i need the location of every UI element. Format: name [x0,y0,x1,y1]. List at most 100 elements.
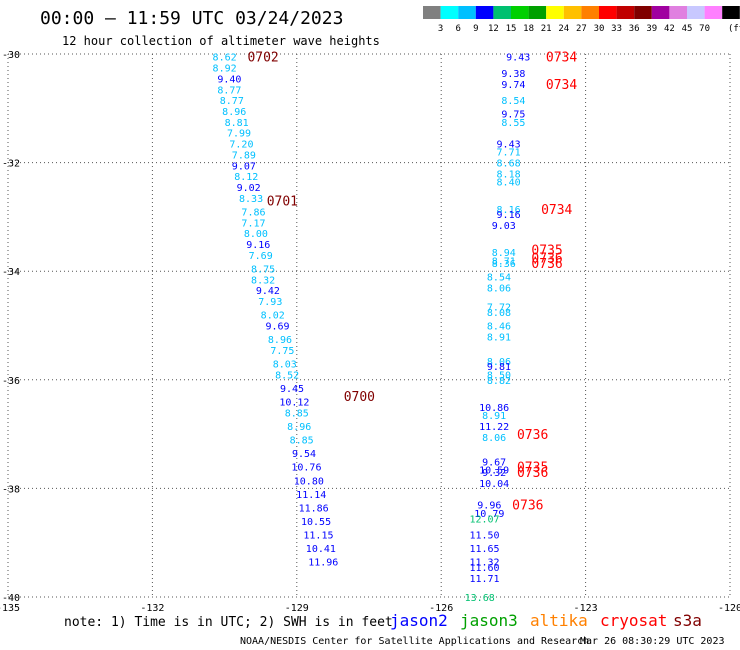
overpass-time-label: 0736 [512,499,543,514]
longitude-tick-label: -120 [718,603,740,614]
wave-height-value: 8.54 [487,273,511,284]
wave-height-value: 11.65 [469,544,499,555]
latitude-tick-label: -34 [2,267,20,278]
wave-height-value: 11.50 [469,531,499,542]
color-swatch [493,6,511,19]
wave-height-value: 9.75 [501,110,525,121]
wave-height-value: 8.54 [501,96,525,107]
mission-legend-cryosat: cryosat [600,611,667,630]
color-scale-label: 21 [541,24,552,34]
color-swatch [458,6,476,19]
wave-height-value: 8.77 [220,96,244,107]
color-scale-label: 30 [594,24,605,34]
footnote: note: 1) Time is in UTC; 2) SWH is in fe… [64,615,393,630]
wave-height-value: 8.06 [487,357,511,368]
overpass-time-label: 0736 [531,257,562,272]
latitude-tick-label: -36 [2,376,20,387]
mission-legend: jason2 jason3 altika cryosat s3a [390,611,702,630]
wave-height-value: 8.06 [482,433,506,444]
color-swatch [440,6,459,19]
wave-height-value: 10.04 [479,479,509,490]
wave-height-value: 10.86 [479,403,509,414]
color-scale-label: 36 [629,24,640,34]
wave-height-value: 11.15 [303,531,333,542]
wave-height-value: 9.67 [482,457,506,468]
wave-height-value: 10.59 [479,465,509,476]
wave-height-value: 9.16 [246,240,270,251]
longitude-tick-label: -123 [574,603,598,614]
wave-height-value: 8.94 [492,248,516,259]
wave-height-value: 8.18 [497,169,521,180]
time-labels: 0702070107000734073407340735073607360736… [247,51,577,514]
longitude-tick-label: -132 [140,603,164,614]
color-swatch [687,6,705,19]
longitude-tick-label: -126 [429,603,453,614]
overpass-time-label: 0735 [531,243,562,258]
color-scale-label: 6 [455,24,460,34]
wave-height-value: 8.40 [497,178,521,189]
color-scale-label: 45 [682,24,693,34]
wave-height-value: 9.81 [487,362,511,373]
mission-legend-altika: altika [530,611,588,630]
latitude-tick-label: -38 [2,484,20,495]
wave-height-value: 8.16 [497,205,521,216]
mission-legend-jason3: jason3 [460,611,518,630]
wave-height-value: 13.68 [465,593,495,604]
latitude-tick-label: -40 [2,593,20,604]
wave-height-value: 7.75 [270,346,294,357]
color-swatch [475,6,494,19]
wave-height-value: 7.69 [249,251,273,262]
color-scale-label: 42 [664,24,675,34]
overpass-time-label: 0700 [344,390,375,405]
wave-height-value: 8.68 [497,159,521,170]
wave-height-value: 8.02 [261,311,285,322]
wave-height-value: 8.12 [234,172,258,183]
wave-height-value: 8.92 [213,64,237,75]
wave-height-value: 8.52 [275,370,299,381]
wave-height-value: 9.45 [280,384,304,395]
color-swatch [634,6,652,19]
wave-height-value: 7.93 [258,297,282,308]
mission-legend-jason2: jason2 [390,611,448,630]
wave-height-value: 7.99 [227,129,251,140]
wave-height-value: 8.96 [287,422,311,433]
overpass-time-label: 0734 [546,51,577,66]
wave-height-value: 9.69 [265,322,289,333]
wave-height-value: 7.72 [487,302,511,313]
wave-height-value: 8.03 [273,360,297,371]
wave-height-value: 7.71 [497,148,521,159]
wave-height-value: 10.79 [474,509,504,520]
chart-title: 00:00 – 11:59 UTC 03/24/2023 [40,8,343,29]
wave-height-value: 8.96 [222,107,246,118]
wave-height-value: 10.55 [301,517,331,528]
overpass-time-label: 0702 [247,51,278,66]
color-scale-label: 15 [506,24,517,34]
wave-height-value: 8.06 [487,283,511,294]
wave-height-value: 9.40 [217,74,241,85]
wave-height-value: 10.76 [291,463,321,474]
wave-height-value: 8.00 [244,229,268,240]
wave-height-value: 9.03 [492,221,516,232]
wave-height-value: 9.32 [482,468,506,479]
overpass-time-label: 0701 [267,195,298,210]
color-swatch [423,6,441,19]
color-scale-label: 39 [646,24,657,34]
wave-height-value: 8.96 [268,335,292,346]
color-scale-label: 33 [611,24,622,34]
wave-height-value: 12.07 [469,514,499,525]
wave-height-value: 8.85 [285,408,309,419]
wave-height-value: 11.60 [469,563,499,574]
wave-height-value: 9.96 [477,501,501,512]
wave-height-value: 7.20 [229,140,253,151]
latitude-tick-label: -32 [2,159,20,170]
wave-height-value: 11.71 [469,574,499,585]
color-scale-label: 12 [488,24,499,34]
color-swatch [651,6,670,19]
color-swatch [599,6,617,19]
color-swatch [704,6,723,19]
mission-legend-s3a: s3a [673,611,702,630]
color-scale-unit: (ft) [728,24,740,34]
wave-height-value: 8.62 [213,53,237,64]
color-scale-label: 70 [699,24,710,34]
